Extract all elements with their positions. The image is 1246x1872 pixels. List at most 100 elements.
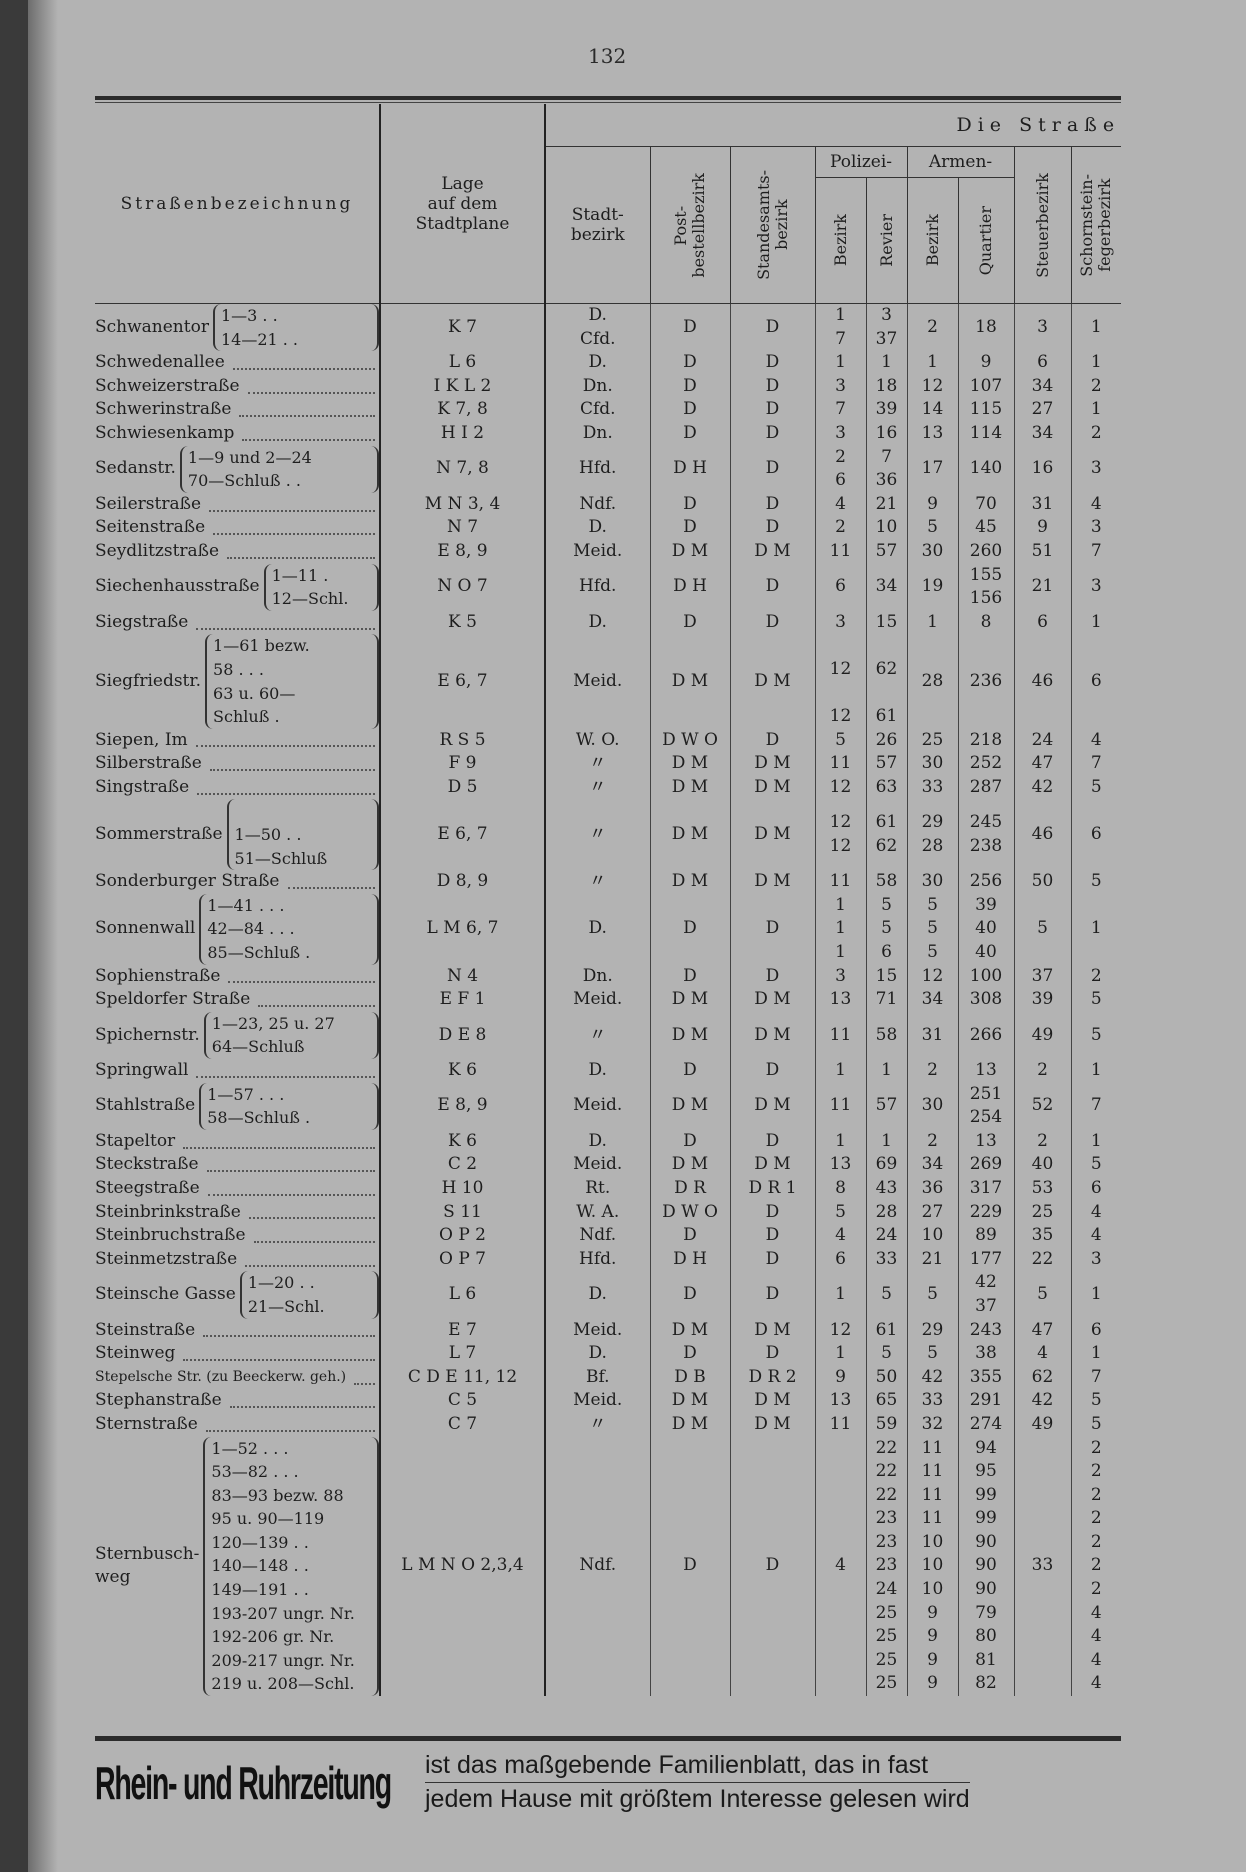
street-directory-table: Straßenbezeichnung Lage auf dem Stadtpla… (95, 104, 1122, 1697)
stadt-cell: Bf. (544, 1365, 650, 1390)
stadt-cell: 〃 (544, 775, 650, 800)
polizei-bezirk-cell: 5 (814, 728, 866, 753)
quartier-cell: 355 (957, 1365, 1014, 1390)
quartier-cell: 274 (957, 1412, 1014, 1437)
stadt-cell: Ndf. (544, 1224, 650, 1248)
street-name: Steckstraße (95, 1154, 199, 1175)
leader-dots (229, 1394, 375, 1409)
street-name: Sophienstraße (95, 965, 221, 986)
schornsteinfeger-cell: 5 (1070, 775, 1122, 800)
schornsteinfeger-cell: 2 (1070, 374, 1122, 399)
street-name-cell: Sophienstraße (95, 965, 380, 989)
table-row: Siegstraße K 5 D. D D 3 15 1 8 6 1 (95, 610, 1122, 635)
armen-bezirk-cell: 10 (906, 1224, 958, 1248)
table-row: Schwerinstraße K 7, 8 Cfd. D D 7 39 14 115 27 1 (95, 398, 1122, 422)
post-cell: D (649, 421, 730, 446)
revier-cell: 7 36 (865, 445, 907, 493)
lage-cell: E 8, 9 (379, 1082, 545, 1130)
steuerbezirk-cell: 2 (1013, 1129, 1071, 1154)
steuerbezirk-cell: 49 (1013, 1011, 1071, 1059)
schornsteinfeger-cell: 1 (1070, 398, 1122, 422)
lage-cell: N 4 (379, 964, 545, 989)
polizei-bezirk-cell: 12 12 (814, 634, 866, 729)
standes-cell: D (729, 1271, 815, 1319)
street-name: Stapeltor (95, 1130, 176, 1151)
street-name-cell: Steinbrinkstraße (95, 1201, 380, 1225)
lage-cell: E 8, 9 (379, 539, 545, 564)
polizei-bezirk-cell: 3 (814, 610, 866, 635)
lage-cell: N 7 (379, 516, 545, 540)
header-standesamt: Standesamts- bezirk (729, 146, 815, 304)
steuerbezirk-cell: 62 (1013, 1365, 1071, 1390)
street-name: Schwedenallee (95, 352, 225, 373)
street-name-cell: Spichernstr. 1—23, 25 u. 27 64—Schluß (95, 1011, 380, 1059)
table-row: Spichernstr. 1—23, 25 u. 27 64—Schluß D E … (95, 1011, 1122, 1059)
standes-cell: D (729, 303, 815, 352)
leader-dots (206, 1158, 375, 1173)
lage-cell: N O 7 (379, 563, 545, 611)
stadt-cell: 〃 (544, 1011, 650, 1059)
schornsteinfeger-cell: 5 (1070, 1011, 1122, 1059)
stadt-cell: Hfd. (544, 1247, 650, 1272)
armen-bezirk-cell: 29 28 (906, 799, 958, 871)
table-row: Sternbusch- weg 1—52 . . . 53—82 . . . 83… (95, 1436, 1122, 1697)
steuerbezirk-cell: 47 (1013, 752, 1071, 776)
leader-dots (239, 403, 375, 418)
post-cell: D M (649, 539, 730, 564)
street-name: Stephanstraße (95, 1390, 222, 1411)
street-name-cell: Seitenstraße (95, 516, 380, 540)
quartier-cell: 39 40 40 (957, 893, 1014, 965)
leader-dots (195, 733, 375, 748)
stadt-cell: Meid. (544, 1318, 650, 1343)
schornsteinfeger-cell: 7 (1070, 752, 1122, 776)
street-name-cell: Siegstraße (95, 611, 380, 635)
quartier-cell: 13 (957, 1129, 1014, 1154)
lage-cell: K 6 (379, 1129, 545, 1154)
post-cell: D M (649, 1082, 730, 1130)
armen-bezirk-cell: 13 (906, 421, 958, 446)
revier-cell: 61 (865, 1318, 907, 1343)
steuerbezirk-cell: 46 (1013, 799, 1071, 871)
standes-cell: D M (729, 870, 815, 894)
quartier-cell: 245 238 (957, 799, 1014, 871)
polizei-bezirk-cell: 13 (814, 988, 866, 1012)
steuerbezirk-cell: 33 (1013, 1436, 1071, 1697)
quartier-cell: 287 (957, 775, 1014, 800)
street-name-cell: Stapeltor (95, 1130, 380, 1154)
steuerbezirk-cell: 25 (1013, 1200, 1071, 1225)
standes-cell: D M (729, 1318, 815, 1343)
lage-cell: S 11 (379, 1200, 545, 1225)
schornsteinfeger-cell: 7 (1070, 1365, 1122, 1390)
polizei-bezirk-cell: 11 (814, 1412, 866, 1437)
schornsteinfeger-cell: 7 (1070, 539, 1122, 564)
street-name: Stahlstraße (95, 1095, 196, 1116)
armen-bezirk-cell: 2 (906, 1129, 958, 1154)
table-row: Steinsche Gasse 1—20 . . 21—Schl. L 6 D. D D 1… (95, 1271, 1122, 1319)
revier-cell: 5 (865, 1271, 907, 1319)
schornsteinfeger-cell: 6 (1070, 1318, 1122, 1343)
standes-cell: D (729, 964, 815, 989)
armen-bezirk-cell: 28 (906, 634, 958, 729)
street-name: Speldorfer Straße (95, 989, 251, 1010)
steuerbezirk-cell: 31 (1013, 492, 1071, 517)
standes-cell: D M (729, 752, 815, 776)
header-polizei-revier: Revier (865, 177, 907, 304)
standes-cell: D (729, 610, 815, 635)
street-name-cell: Sedanstr. 1—9 und 2—24 70—Schluß . . (95, 445, 380, 493)
schornsteinfeger-cell: 3 (1070, 563, 1122, 611)
post-cell: D (649, 964, 730, 989)
street-name-cell: Sommerstraße 1—50 . . 51—Schluß (95, 799, 380, 871)
revier-cell: 57 (865, 1082, 907, 1130)
lage-cell: L 6 (379, 351, 545, 375)
lage-cell: M N 3, 4 (379, 492, 545, 517)
street-name: Sedanstr. (95, 458, 176, 479)
leader-dots (253, 1229, 375, 1243)
steuerbezirk-cell: 47 (1013, 1318, 1071, 1343)
advertisement: Rhein- und Ruhrzeitung ist das maßgebend… (95, 1736, 1121, 1816)
street-name-cell: Steegstraße (95, 1177, 380, 1201)
standes-cell: D (729, 492, 815, 517)
table-row: Sedanstr. 1—9 und 2—24 70—Schluß . .N 7, … (95, 445, 1122, 493)
schornsteinfeger-cell: 5 (1070, 1389, 1122, 1413)
standes-cell: D M (729, 634, 815, 729)
